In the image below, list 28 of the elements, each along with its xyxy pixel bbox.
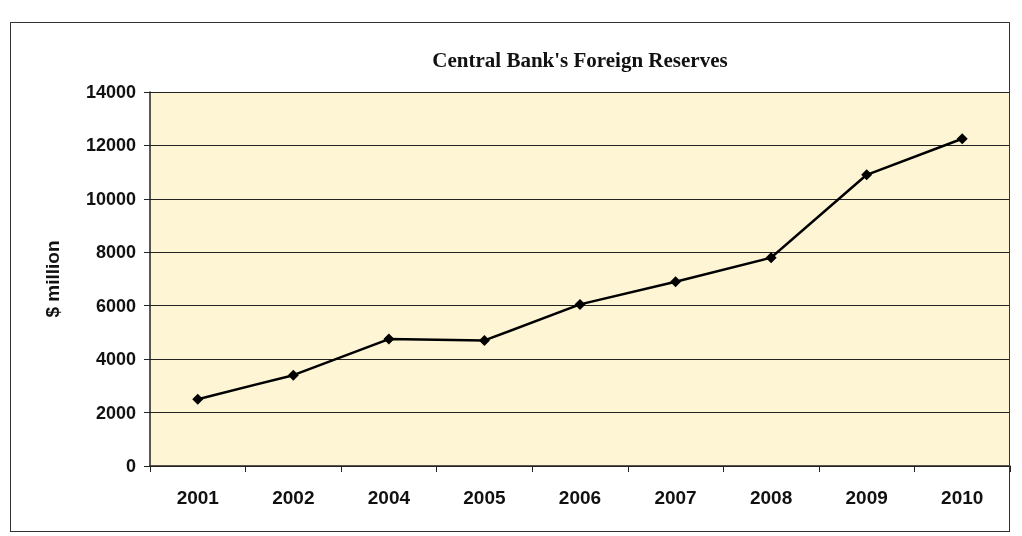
y-tick-label: 8000 [95, 242, 136, 263]
x-tick-label: 2006 [558, 487, 602, 508]
point [287, 369, 299, 381]
point [478, 334, 490, 346]
point [192, 393, 204, 405]
point [956, 133, 968, 145]
y-tick-label: 4000 [95, 349, 136, 370]
point [765, 252, 777, 264]
y-tick-label: 12000 [85, 135, 136, 156]
chart-title: Central Bank's Foreign Reserves [432, 47, 728, 72]
x-tick-label: 2001 [176, 487, 220, 508]
y-tick-label: 14000 [85, 82, 136, 102]
x-tick-label: 2007 [654, 487, 697, 508]
x-tick-label: 2008 [749, 487, 793, 508]
x-tick-label: 2004 [367, 487, 411, 508]
y-axis-title: $ million [42, 240, 63, 318]
y-tick-label: 10000 [85, 188, 136, 209]
point [574, 298, 586, 310]
y-tick-label: 6000 [95, 295, 136, 316]
x-tick-label: 2002 [272, 487, 315, 508]
point [861, 169, 873, 181]
x-tick-label: 2010 [941, 487, 984, 508]
point [383, 333, 395, 345]
x-tick-label: 2009 [845, 487, 888, 508]
x-tick-label: 2005 [463, 487, 506, 508]
y-tick-label: 2000 [95, 402, 136, 423]
point [670, 276, 682, 288]
y-tick-label: 0 [125, 456, 136, 476]
